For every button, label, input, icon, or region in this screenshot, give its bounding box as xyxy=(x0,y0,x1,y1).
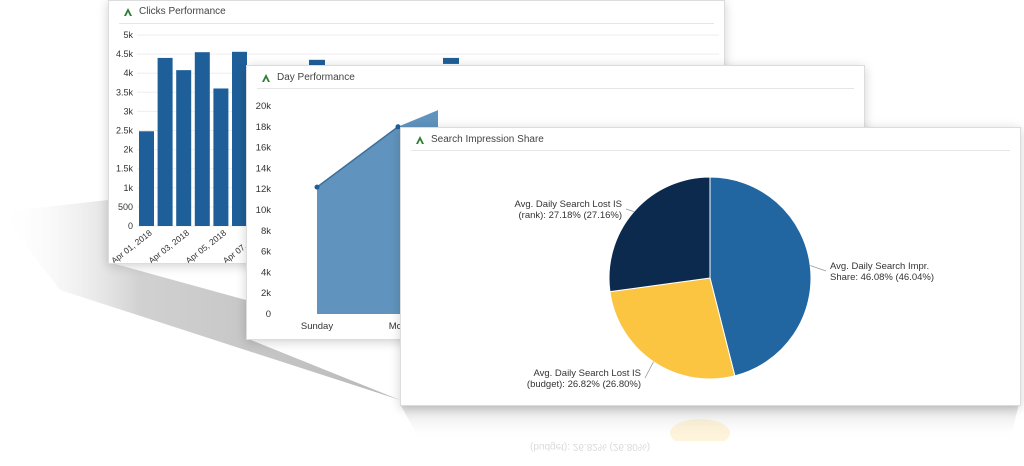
reflection-text: (budget): 26.82% (26.80%) xyxy=(530,441,651,452)
divider xyxy=(119,23,714,24)
bar xyxy=(232,51,247,226)
bar xyxy=(309,59,325,66)
y-tick-label: 14k xyxy=(256,163,272,174)
clicks-card-header: Clicks Performance xyxy=(123,6,226,17)
data-point xyxy=(395,124,401,130)
x-tick-label: Mon xyxy=(389,321,407,332)
y-tick-label: 3k xyxy=(123,106,133,116)
reflection: (budget): 26.82% (26.80%) xyxy=(520,412,740,452)
y-tick-label: 4k xyxy=(123,68,133,78)
pie-label-line2: (rank): 27.18% (27.16%) xyxy=(519,210,623,221)
y-tick-label: 5k xyxy=(123,30,133,40)
y-tick-label: 0 xyxy=(128,221,133,231)
series-line xyxy=(316,126,399,188)
y-tick-label: 20k xyxy=(256,101,272,112)
y-tick-label: 2k xyxy=(123,145,133,155)
pie-label-line1: Avg. Daily Search Lost IS xyxy=(533,368,641,379)
y-tick-label: 3.5k xyxy=(116,87,134,97)
search-impression-share-card: Search Impression Share Avg. Daily Searc… xyxy=(400,127,1021,406)
y-tick-label: 6k xyxy=(261,247,271,258)
pie-label-connector xyxy=(810,265,827,272)
pie-slice xyxy=(608,176,711,293)
y-tick-label: 4k xyxy=(261,267,271,278)
y-tick-label: 500 xyxy=(118,202,133,212)
pie-label-line2: (budget): 26.82% (26.80%) xyxy=(527,379,641,390)
y-tick-label: 1.5k xyxy=(116,164,134,174)
bar xyxy=(443,57,459,64)
y-tick-label: 12k xyxy=(256,184,272,195)
bar xyxy=(194,52,210,226)
y-tick-label: 2k xyxy=(261,288,271,299)
y-tick-label: 16k xyxy=(256,143,272,154)
pie-slice xyxy=(609,277,736,380)
divider xyxy=(257,88,854,89)
adwords-logo-icon xyxy=(262,73,270,82)
day-card-header: Day Performance xyxy=(261,72,355,83)
adwords-logo-icon xyxy=(124,7,132,16)
x-tick-label: Sunday xyxy=(301,321,333,332)
bar xyxy=(157,57,173,226)
pie-label-line2: Share: 46.08% (46.04%) xyxy=(830,272,934,283)
y-tick-label: 10k xyxy=(256,205,272,216)
y-tick-label: 1k xyxy=(123,183,133,193)
search-impression-pie-chart: Avg. Daily Search Impr.Share: 46.08% (46… xyxy=(514,176,934,390)
y-tick-label: 8k xyxy=(261,226,271,237)
pie-label-connector xyxy=(625,208,635,212)
y-tick-label: 18k xyxy=(256,122,272,133)
bar xyxy=(213,88,229,226)
adwords-logo-icon xyxy=(416,135,424,144)
bar xyxy=(139,131,154,226)
sis-card-header: Search Impression Share xyxy=(415,134,544,145)
pie-label-connector xyxy=(644,361,654,379)
pie-slice xyxy=(709,176,812,377)
clicks-card-title: Clicks Performance xyxy=(139,6,226,17)
y-tick-label: 4.5k xyxy=(116,49,134,59)
divider xyxy=(411,150,1010,151)
y-tick-label: 0 xyxy=(266,309,271,320)
data-point xyxy=(314,184,320,190)
y-tick-label: 2.5k xyxy=(116,126,134,136)
bar xyxy=(176,70,192,226)
reflection-pie xyxy=(670,419,730,447)
pie-label-line1: Avg. Daily Search Impr. xyxy=(830,261,929,272)
sis-card-title: Search Impression Share xyxy=(431,134,544,145)
day-card-title: Day Performance xyxy=(277,72,355,83)
pie-label-line1: Avg. Daily Search Lost IS xyxy=(514,199,622,210)
